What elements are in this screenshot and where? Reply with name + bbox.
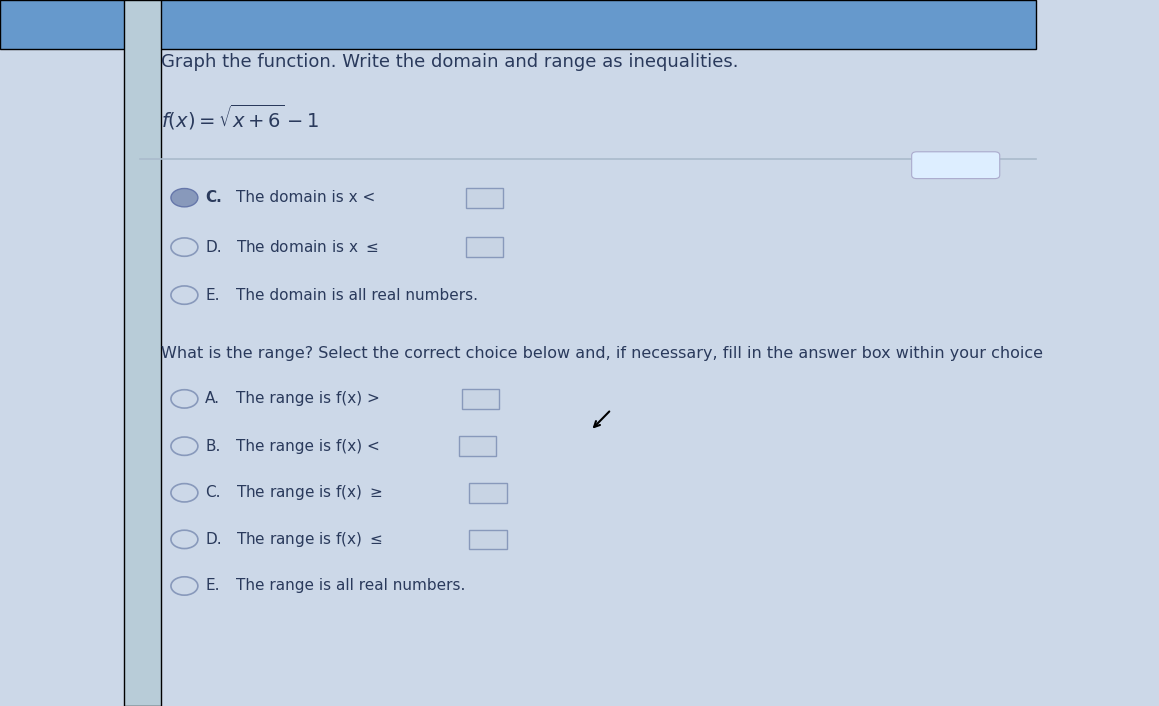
FancyBboxPatch shape [124, 0, 161, 706]
FancyBboxPatch shape [459, 436, 496, 456]
Text: C.: C. [205, 190, 221, 205]
Text: The domain is x <: The domain is x < [236, 190, 380, 205]
Text: C.: C. [205, 485, 220, 501]
Text: The range is all real numbers.: The range is all real numbers. [236, 578, 466, 594]
Text: .: . [482, 190, 487, 205]
Text: · · ·: · · · [946, 159, 967, 172]
Text: Graph the function. Write the domain and range as inequalities.: Graph the function. Write the domain and… [161, 53, 738, 71]
Text: B.: B. [205, 438, 220, 454]
Text: D.: D. [205, 532, 221, 547]
Circle shape [170, 189, 198, 207]
Text: .: . [475, 438, 480, 454]
FancyBboxPatch shape [0, 0, 1036, 49]
Text: D.: D. [205, 239, 221, 255]
FancyBboxPatch shape [466, 237, 503, 257]
Text: A.: A. [205, 391, 220, 407]
Text: The domain is all real numbers.: The domain is all real numbers. [236, 287, 479, 303]
Text: The range is f(x) >: The range is f(x) > [236, 391, 385, 407]
Text: The domain is x $\leq$: The domain is x $\leq$ [236, 239, 382, 255]
FancyBboxPatch shape [912, 152, 1000, 179]
FancyBboxPatch shape [466, 188, 503, 208]
Text: What is the range? Select the correct choice below and, if necessary, fill in th: What is the range? Select the correct ch… [161, 346, 1043, 361]
FancyBboxPatch shape [462, 389, 500, 409]
Text: .: . [486, 532, 490, 547]
Text: .: . [479, 391, 483, 407]
FancyBboxPatch shape [469, 483, 506, 503]
Text: The range is f(x) <: The range is f(x) < [236, 438, 385, 454]
Text: .: . [482, 239, 487, 255]
Text: .: . [486, 485, 490, 501]
Text: The range is f(x) $\leq$: The range is f(x) $\leq$ [236, 530, 387, 549]
Text: The range is f(x) $\geq$: The range is f(x) $\geq$ [236, 484, 387, 502]
Text: $f(x) = \sqrt{x+6} - 1$: $f(x) = \sqrt{x+6} - 1$ [161, 102, 319, 131]
Text: E.: E. [205, 287, 219, 303]
FancyBboxPatch shape [469, 530, 506, 549]
Text: E.: E. [205, 578, 219, 594]
